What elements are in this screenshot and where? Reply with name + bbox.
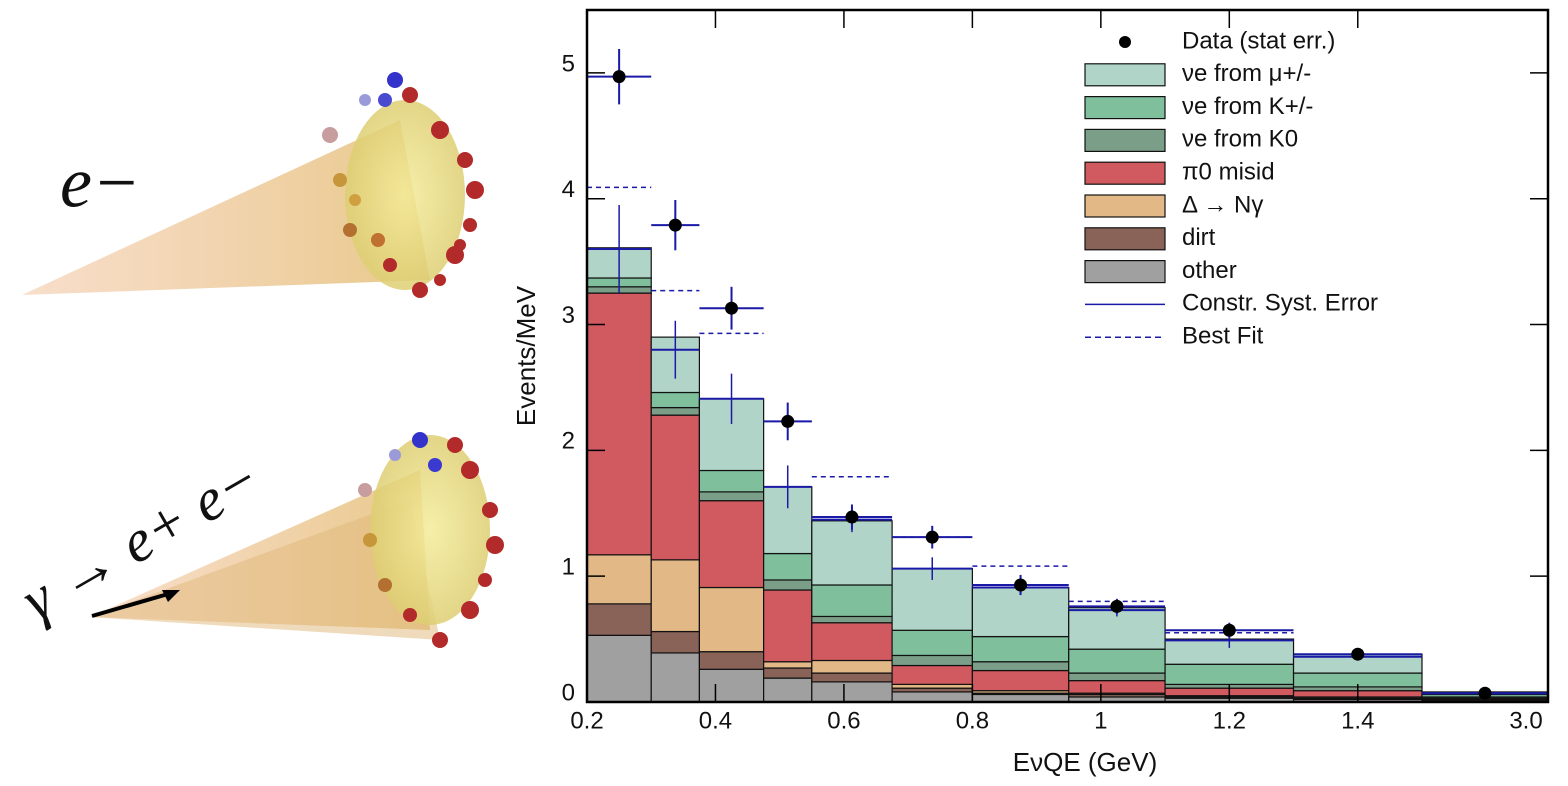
stack-segment — [586, 603, 652, 636]
stack-segment — [811, 584, 893, 618]
stack-segment — [811, 659, 893, 674]
stack-segment — [650, 630, 701, 654]
stack-segment — [891, 664, 973, 685]
stack-segment — [1164, 663, 1295, 685]
x-tick-label: 0.4 — [699, 707, 732, 734]
stack-segment — [698, 500, 765, 589]
legend-label: νe from K0 — [1182, 126, 1298, 153]
y-axis-label: Events/MeV — [511, 285, 541, 426]
stack-segment — [811, 681, 893, 703]
stack-segment — [1068, 680, 1166, 694]
legend-label: π0 misid — [1182, 159, 1275, 186]
stack-segment — [698, 586, 765, 653]
legend-label: Constr. Syst. Error — [1182, 290, 1378, 317]
stack-segment — [763, 677, 813, 703]
cone — [22, 120, 430, 295]
data-point — [1110, 599, 1124, 613]
legend-swatch — [1084, 194, 1166, 218]
stack-segment — [650, 559, 701, 633]
legend-swatch — [1084, 95, 1166, 120]
data-point — [1014, 578, 1028, 592]
stack-segment — [811, 615, 893, 624]
stack-segment — [763, 661, 813, 669]
stack-segment — [891, 654, 973, 667]
data-point — [845, 510, 859, 524]
data-point — [1351, 647, 1365, 661]
plot-frame — [585, 8, 1550, 704]
legend-swatch — [1084, 161, 1166, 185]
stack-segment — [586, 554, 652, 605]
x-tick-label: 1 — [1094, 707, 1107, 734]
legend-label: other — [1182, 257, 1237, 284]
stack-segment — [1164, 638, 1295, 665]
data-point — [781, 414, 795, 428]
x-axis-label: EνQE (GeV) — [1013, 747, 1157, 777]
legend-label: νe from μ+/- — [1182, 60, 1311, 87]
stack-segment — [586, 292, 652, 556]
legend-label: νe from K+/- — [1182, 93, 1313, 120]
x-tick-label: 0.2 — [570, 707, 603, 734]
stack-segment — [1068, 648, 1166, 674]
data-point — [668, 218, 682, 232]
x-tick-label: 1.2 — [1213, 707, 1246, 734]
stack-segment — [971, 669, 1070, 692]
stack-segment — [971, 661, 1070, 672]
data-point — [925, 530, 939, 544]
x-tick-label: 0.6 — [827, 707, 860, 734]
arrow-head — [162, 590, 180, 602]
stack-segment — [698, 491, 765, 502]
stack-segment — [698, 469, 765, 493]
x-tick-label: 3.0 — [1509, 707, 1542, 734]
x-tick-label: 1.4 — [1341, 707, 1374, 734]
cone — [90, 500, 440, 640]
y-tick-label: 4 — [562, 176, 575, 203]
stack-segment — [1068, 672, 1166, 682]
stack-segment — [586, 634, 652, 703]
stack-segment — [891, 629, 973, 657]
stack-segment — [811, 672, 893, 683]
legend-label: Best Fit — [1182, 323, 1264, 350]
stack-segment — [650, 652, 701, 703]
y-tick-label: 1 — [562, 554, 575, 581]
stack-segment — [763, 589, 813, 663]
legend-label: dirt — [1182, 224, 1216, 251]
legend-label: Data (stat err.) — [1182, 27, 1335, 54]
y-tick-label: 2 — [562, 428, 575, 455]
stack-segment — [971, 635, 1070, 663]
stack-segment — [763, 579, 813, 591]
y-tick-label: 3 — [562, 302, 575, 329]
y-tick-label: 0 — [562, 679, 575, 706]
illustration: e− γ → e+ e− — [10, 72, 504, 648]
stack-segment — [891, 691, 973, 703]
stack-segment — [763, 667, 813, 679]
legend-label: Δ → Nγ — [1182, 191, 1263, 218]
legend-swatch — [1084, 260, 1166, 284]
arrow — [91, 590, 176, 618]
legend-swatch — [1084, 227, 1166, 251]
stack-segment — [698, 651, 765, 670]
ring — [370, 435, 490, 625]
stack-segment — [650, 406, 701, 416]
stack-segment — [698, 668, 765, 703]
stack-segment — [811, 622, 893, 662]
y-tick-label: 5 — [562, 50, 575, 77]
label-electron: e− — [60, 143, 141, 223]
stack-segment — [650, 391, 701, 409]
stack-segment — [763, 552, 813, 581]
legend-swatch — [1084, 128, 1166, 152]
legend-swatch — [1084, 63, 1166, 87]
plot: 0 1 2 3 4 5 0.2 0.4 0.6 0.8 1 1.2 1.4 3.0 Events/MeV Eν… — [511, 8, 1550, 777]
data-point — [1478, 686, 1492, 700]
hits — [322, 72, 484, 298]
data-point — [1222, 623, 1236, 637]
x-tick-label: 0.8 — [956, 707, 989, 734]
data-point — [725, 301, 739, 315]
legend-marker — [1119, 36, 1131, 48]
hits — [358, 432, 504, 648]
data-point — [612, 70, 626, 84]
stack-segment — [650, 414, 701, 561]
